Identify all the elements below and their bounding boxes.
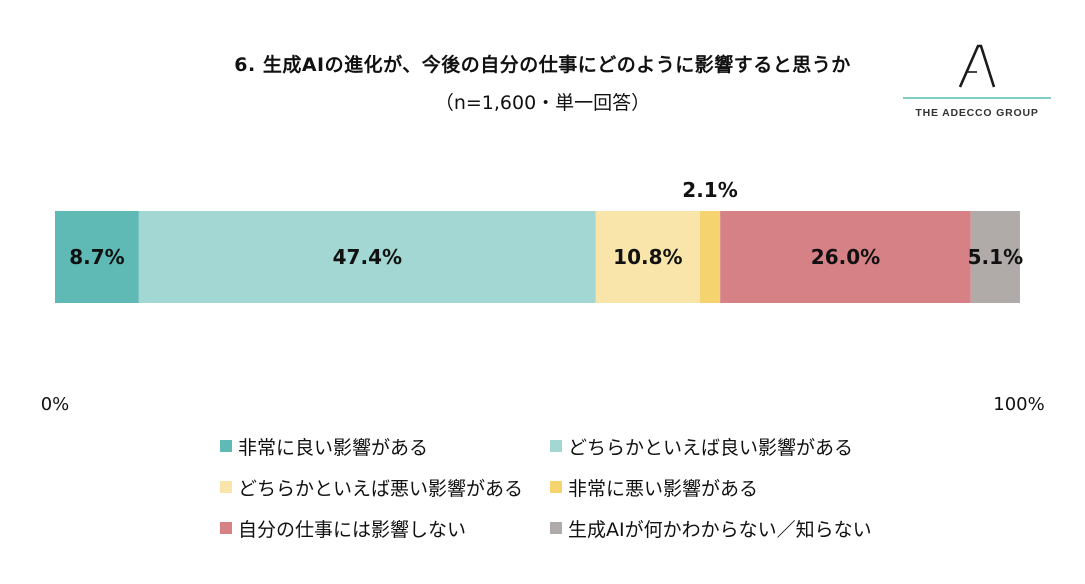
legend-item-5: 自分の仕事には影響しない	[220, 514, 466, 542]
data-label-6: 5.1%	[968, 245, 1023, 269]
logo-brand-text: THE ADECCO GROUP	[915, 107, 1039, 119]
axis-tick-label-1: 0%	[41, 394, 70, 415]
logo-divider	[903, 97, 1051, 99]
legend-item-4: 非常に悪い影響がある	[550, 473, 758, 501]
legend-item-2: どちらかといえば良い影響がある	[550, 432, 853, 460]
legend-item-3: どちらかといえば悪い影響がある	[220, 473, 523, 501]
legend-swatch	[550, 440, 562, 452]
data-label-4: 2.1%	[682, 178, 737, 202]
legend-swatch	[550, 522, 562, 534]
legend-swatch	[220, 481, 232, 493]
bar-segment-3	[595, 211, 700, 303]
legend-item-6: 生成AIが何かわからない／知らない	[550, 514, 872, 542]
bar-segment-2	[138, 211, 596, 303]
legend-swatch	[220, 440, 232, 452]
legend-label: 非常に良い影響がある	[238, 436, 429, 459]
bar-segment-1	[55, 211, 139, 303]
legend-label: どちらかといえば悪い影響がある	[238, 477, 524, 500]
adecco-logo: THE ADECCO GROUP	[903, 44, 1051, 124]
chart-title: 6. 生成AIの進化が、今後の自分の仕事にどのように影響すると思うか	[234, 54, 851, 76]
bar-segment-5	[720, 211, 971, 303]
data-label-3: 10.8%	[613, 245, 682, 269]
chart-legend: 非常に良い影響がある どちらかといえば良い影響があるどちらかといえば悪い影響がある…	[220, 432, 920, 562]
legend-label: どちらかといえば良い影響がある	[568, 436, 854, 459]
legend-item-1: 非常に良い影響がある	[220, 432, 428, 460]
legend-label: 生成AIが何かわからない／知らない	[568, 518, 872, 541]
data-label-5: 26.0%	[811, 245, 880, 269]
legend-swatch	[220, 522, 232, 534]
axis-tick-label-2: 100%	[993, 394, 1044, 415]
data-label-1: 8.7%	[69, 245, 124, 269]
bar-segment-6	[970, 211, 1020, 303]
legend-label: 非常に悪い影響がある	[568, 477, 759, 500]
legend-swatch	[550, 481, 562, 493]
data-label-2: 47.4%	[333, 245, 402, 269]
adecco-a-mark-icon	[958, 44, 996, 88]
bar-segment-4	[699, 211, 721, 303]
chart-subtitle: （n=1,600・単一回答）	[434, 92, 651, 114]
legend-label: 自分の仕事には影響しない	[238, 518, 467, 541]
